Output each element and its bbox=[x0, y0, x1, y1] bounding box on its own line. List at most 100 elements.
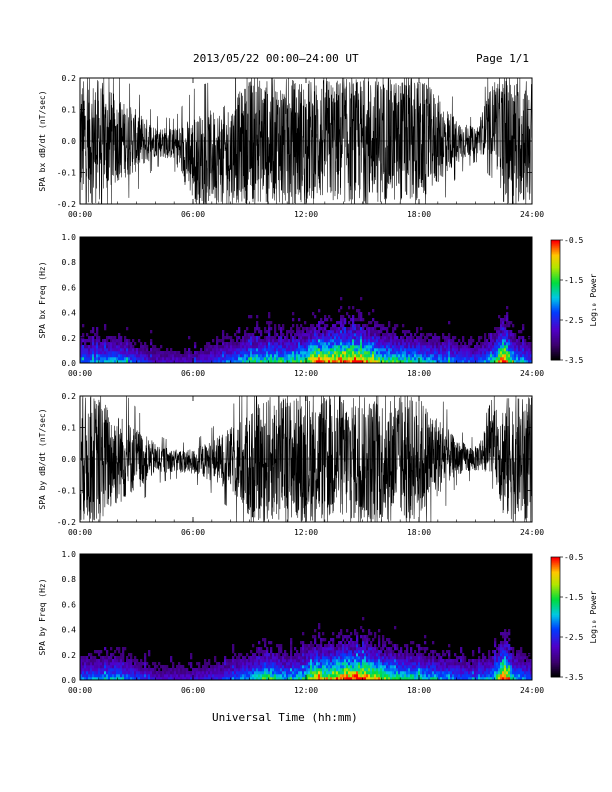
spectrogram-cell bbox=[502, 345, 505, 349]
spectrogram-cell bbox=[508, 357, 511, 361]
spectrogram-cell bbox=[270, 641, 273, 645]
spectrogram-cell bbox=[336, 351, 339, 355]
spectrogram-cell bbox=[100, 354, 103, 358]
spectrogram-cell bbox=[408, 345, 411, 349]
spectrogram-cell bbox=[304, 650, 307, 654]
spectrogram-cell bbox=[448, 321, 451, 325]
spectrogram-cell bbox=[308, 656, 311, 660]
spectrogram-cell bbox=[390, 360, 393, 364]
spectrogram-cell bbox=[432, 342, 435, 346]
spectrogram-cell bbox=[182, 354, 185, 358]
spectrogram-cell bbox=[148, 354, 151, 358]
spectrogram-cell bbox=[394, 671, 397, 675]
spectrogram-cell bbox=[128, 357, 131, 361]
spectrogram-cell bbox=[300, 339, 303, 343]
spectrogram-cell bbox=[388, 336, 391, 340]
spectrogram-cell bbox=[372, 333, 375, 337]
spectrogram-cell bbox=[158, 354, 161, 358]
spectrogram-cell bbox=[526, 348, 529, 352]
spectrogram-cell bbox=[398, 674, 401, 678]
spectrogram-cell bbox=[96, 351, 99, 355]
spectrogram-cell bbox=[298, 668, 301, 672]
spectrogram-cell bbox=[192, 668, 195, 672]
spectrogram-cell bbox=[190, 662, 193, 666]
spectrogram-cell bbox=[342, 665, 345, 669]
spectrogram-cell bbox=[476, 351, 479, 355]
spectrogram-cell bbox=[464, 345, 467, 349]
spectrogram-cell bbox=[126, 357, 129, 361]
spectrogram-cell bbox=[356, 641, 359, 645]
spectrogram-cell bbox=[512, 336, 515, 340]
spectrogram-cell bbox=[326, 324, 329, 328]
spectrogram-cell bbox=[336, 333, 339, 337]
spectrogram-cell bbox=[340, 345, 343, 349]
spectrogram-cell bbox=[280, 644, 283, 648]
spectrogram-cell bbox=[506, 632, 509, 636]
spectrogram-cell bbox=[498, 354, 501, 358]
spectrogram-cell bbox=[374, 674, 377, 678]
spectrogram-cell bbox=[188, 662, 191, 666]
spectrogram-cell bbox=[382, 351, 385, 355]
spectrogram-cell bbox=[84, 665, 87, 669]
spectrogram-cell bbox=[410, 656, 413, 660]
spectrogram-cell bbox=[486, 348, 489, 352]
spectrogram-cell bbox=[126, 354, 129, 358]
spectrogram-cell bbox=[374, 656, 377, 660]
spectrogram-cell bbox=[206, 668, 209, 672]
spectrogram-cell bbox=[428, 674, 431, 678]
spectrogram-cell bbox=[452, 662, 455, 666]
spectrogram-cell bbox=[92, 659, 95, 663]
spectrogram-cell bbox=[454, 342, 457, 346]
spectrogram-cell bbox=[376, 351, 379, 355]
spectrogram-cell bbox=[326, 336, 329, 340]
spectrogram-cell bbox=[304, 659, 307, 663]
spectrogram-cell bbox=[340, 641, 343, 645]
spectrogram-cell bbox=[418, 336, 421, 340]
spectrogram-cell bbox=[362, 653, 365, 657]
spectrogram-cell bbox=[104, 647, 107, 651]
spectrogram-cell bbox=[464, 671, 467, 675]
spectrogram-cell bbox=[316, 662, 319, 666]
spectrogram-cell bbox=[292, 312, 295, 316]
spectrogram-cell bbox=[458, 360, 461, 364]
spectrogram-cell bbox=[518, 357, 521, 361]
spectrogram-cell bbox=[412, 345, 415, 349]
spectrogram-cell bbox=[240, 665, 243, 669]
spectrogram-cell bbox=[226, 662, 229, 666]
spectrogram-cell bbox=[372, 345, 375, 349]
spectrogram-cell bbox=[354, 656, 357, 660]
spectrogram-cell bbox=[382, 665, 385, 669]
spectrogram-cell bbox=[250, 674, 253, 678]
spectrogram-cell bbox=[512, 339, 515, 343]
spectrogram-cell bbox=[380, 668, 383, 672]
spectrogram-cell bbox=[490, 351, 493, 355]
spectrogram-cell bbox=[326, 671, 329, 675]
spectrogram-cell bbox=[266, 656, 269, 660]
spectrogram-cell bbox=[420, 659, 423, 663]
spectrogram-cell bbox=[408, 662, 411, 666]
spectrogram-cell bbox=[100, 662, 103, 666]
spectrogram-cell bbox=[348, 348, 351, 352]
spectrogram-cell bbox=[336, 357, 339, 361]
spectrogram-cell bbox=[260, 668, 263, 672]
spectrogram-cell bbox=[418, 668, 421, 672]
spectrogram-cell bbox=[394, 327, 397, 331]
spectrogram-cell bbox=[182, 671, 185, 675]
spectrogram-cell bbox=[314, 339, 317, 343]
spectrogram-cell bbox=[306, 360, 309, 364]
spectrogram-cell bbox=[414, 656, 417, 660]
spectrogram-cell bbox=[308, 677, 311, 681]
spectrogram-cell bbox=[98, 668, 101, 672]
spectrogram-cell bbox=[344, 647, 347, 651]
spectrogram-cell bbox=[470, 342, 473, 346]
spectrogram-cell bbox=[430, 656, 433, 660]
spectrogram-cell bbox=[256, 677, 259, 681]
spectrogram-cell bbox=[350, 318, 353, 322]
spectrogram-cell bbox=[102, 671, 105, 675]
spectrogram-cell bbox=[412, 351, 415, 355]
colorbar-segment bbox=[551, 661, 560, 664]
colorbar-segment bbox=[551, 635, 560, 638]
spectrogram-cell bbox=[86, 656, 89, 660]
spectrogram-cell bbox=[446, 665, 449, 669]
spectrogram-cell bbox=[342, 360, 345, 364]
